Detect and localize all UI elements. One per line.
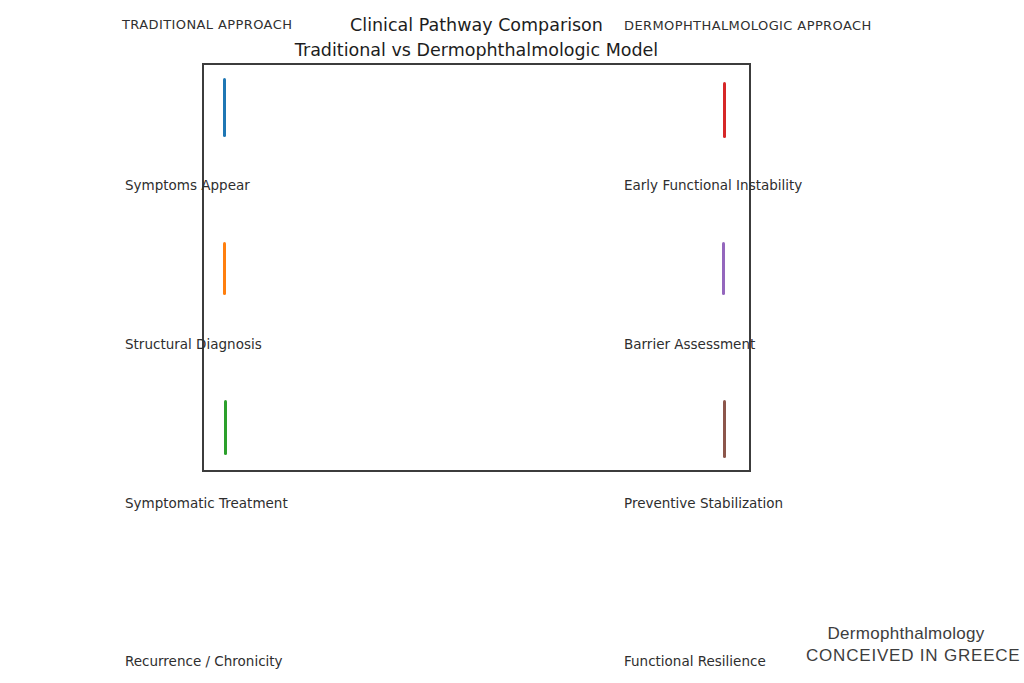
stage-label-structural-diagnosis: Structural Diagnosis xyxy=(125,336,262,352)
down-arrow-icon xyxy=(723,82,726,138)
stage-label-functional-resilience: Functional Resilience xyxy=(624,653,766,669)
down-arrow-icon xyxy=(722,242,725,295)
logo-name: Dermophthalmology xyxy=(806,621,1006,646)
stage-label-barrier-assessment: Barrier Assessment xyxy=(624,336,755,352)
dermophthalmology-logo: Dermophthalmology CONCEIVED IN GREECE xyxy=(806,621,1006,666)
logo-tagline: CONCEIVED IN GREECE xyxy=(806,646,1006,666)
dermophthalmologic-column-header: DERMOPHTHALMOLOGIC APPROACH xyxy=(624,18,872,33)
down-arrow-icon xyxy=(223,242,226,295)
down-arrow-icon xyxy=(224,400,227,455)
stage-label-symptomatic-treatment: Symptomatic Treatment xyxy=(125,495,288,511)
figure-subtitle: Traditional vs Dermophthalmologic Model xyxy=(202,38,751,63)
stage-label-recurrence-chronicity: Recurrence / Chronicity xyxy=(125,653,283,669)
stage-label-preventive-stabilization: Preventive Stabilization xyxy=(624,495,783,511)
down-arrow-icon xyxy=(223,78,226,137)
stage-label-early-functional-instability: Early Functional Instability xyxy=(624,177,802,193)
down-arrow-icon xyxy=(723,400,726,458)
stage-label-symptoms-appear: Symptoms Appear xyxy=(125,177,250,193)
clinical-pathway-figure: { "page": { "background_color": "#ffffff… xyxy=(0,0,1024,683)
diagram-frame xyxy=(202,63,751,472)
